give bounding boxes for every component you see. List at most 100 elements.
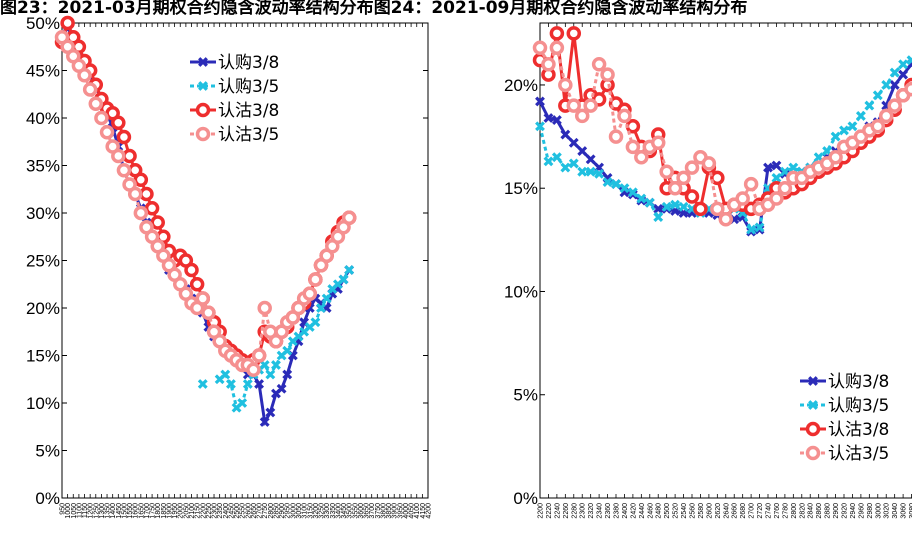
x-tick-label: 3650 (364, 503, 371, 519)
y-tick-label: 25% (26, 252, 60, 271)
x-tick-label: 2900 (279, 503, 286, 519)
x-tick-label: 3020 (884, 503, 891, 519)
data-point (116, 129, 132, 145)
x-tick-label: 950 (60, 503, 67, 515)
data-point (122, 148, 137, 164)
data-point (754, 222, 765, 233)
data-point (670, 199, 681, 210)
x-tick-label: 2740 (766, 503, 773, 519)
x-tick-label: 3400 (335, 503, 342, 519)
legend-marker (808, 400, 818, 410)
data-point (535, 121, 545, 132)
x-tick-label: 2620 (715, 503, 722, 519)
x-tick-label: 3350 (330, 503, 337, 519)
data-point (898, 69, 909, 80)
data-point (701, 156, 717, 171)
x-tick-label: 2850 (273, 503, 280, 519)
x-tick-label: 2100 (189, 503, 196, 519)
data-point (259, 360, 270, 370)
x-tick-label: 2600 (245, 503, 252, 519)
x-tick-label: 4150 (420, 503, 427, 519)
data-point (237, 398, 248, 408)
x-tick-label: 2950 (285, 503, 292, 519)
y-tick-label: 35% (26, 157, 60, 176)
x-tick-label: 1800 (155, 503, 162, 519)
x-tick-label: 3300 (324, 503, 331, 519)
x-tick-label: 1050 (71, 503, 78, 519)
legend-label: 认沽3/8 (828, 420, 889, 440)
x-tick-label: 2260 (563, 503, 570, 519)
data-point (602, 177, 613, 187)
data-point (676, 170, 691, 186)
x-tick-label: 2400 (223, 503, 230, 519)
data-point (583, 98, 598, 113)
x-tick-label: 3500 (347, 503, 354, 519)
x-tick-label: 2220 (546, 503, 553, 519)
data-point (743, 176, 759, 192)
x-tick-label: 2660 (732, 503, 739, 519)
data-point (577, 146, 588, 156)
x-tick-label: 2700 (749, 503, 756, 519)
data-point (878, 108, 894, 124)
series-认沽3/5 (54, 30, 357, 377)
plot-frame (61, 22, 429, 499)
x-tick-label: 2240 (554, 503, 561, 519)
data-point (627, 187, 638, 198)
data-point (139, 186, 154, 202)
y-tick-label: 20% (504, 76, 538, 95)
data-point (710, 201, 725, 217)
y-tick-label: 15% (504, 179, 538, 198)
data-point (887, 98, 902, 113)
x-tick-label: 1600 (133, 503, 140, 519)
data-point (344, 265, 355, 275)
data-point (189, 277, 205, 292)
data-point (282, 369, 293, 380)
x-tick-label: 3200 (313, 503, 320, 519)
data-point (82, 82, 98, 97)
data-point (585, 166, 596, 177)
data-point (246, 362, 261, 377)
data-point (574, 108, 590, 124)
legend-label: 认购3/5 (828, 396, 889, 416)
x-tick-label: 2350 (217, 503, 224, 519)
x-tick-label: 2420 (630, 503, 637, 519)
x-tick-label: 2780 (782, 503, 789, 519)
data-point (551, 115, 562, 125)
x-tick-label: 2520 (673, 503, 680, 519)
data-point (220, 369, 231, 380)
legend-marker (808, 376, 818, 386)
data-point (777, 180, 793, 196)
data-point (532, 40, 548, 56)
data-point (788, 162, 799, 173)
data-point (144, 201, 160, 216)
legend-label: 认购3/8 (828, 372, 889, 392)
x-tick-label: 2980 (867, 503, 874, 519)
data-point (242, 379, 253, 389)
data-point (535, 96, 545, 107)
x-tick-label: 3080 (909, 503, 912, 519)
legend-marker (195, 102, 211, 118)
x-tick-label: 2400 (622, 503, 629, 519)
x-tick-label: 2760 (774, 503, 781, 519)
x-tick-label: 2500 (664, 503, 671, 519)
data-point (830, 131, 841, 142)
data-point (625, 119, 641, 134)
x-tick-label: 3250 (319, 503, 326, 519)
series-line (60, 36, 351, 373)
x-tick-label: 2750 (262, 503, 269, 519)
data-point (611, 179, 621, 190)
data-point (560, 162, 571, 173)
data-point (769, 191, 784, 206)
data-point (127, 186, 143, 202)
data-point (265, 407, 276, 418)
x-tick-label: 3000 (875, 503, 882, 519)
data-point (302, 286, 318, 301)
x-tick-label: 3100 (302, 503, 309, 519)
x-tick-label: 2640 (723, 503, 730, 519)
data-point (653, 203, 664, 214)
series-认沽3/5 (532, 40, 912, 227)
legend-label: 认沽3/5 (218, 125, 279, 145)
y-tick-label: 20% (26, 299, 60, 318)
x-tick-label: 2540 (681, 503, 688, 519)
x-tick-label: 2460 (647, 503, 654, 519)
